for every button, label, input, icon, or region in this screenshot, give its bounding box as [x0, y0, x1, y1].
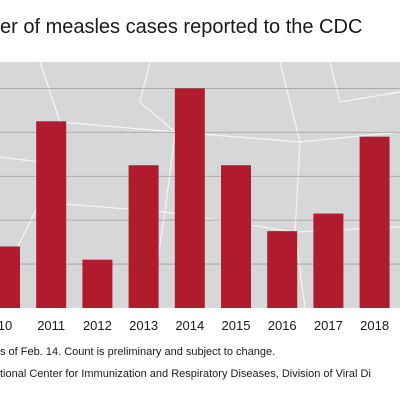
x-tick-label: 2018	[360, 318, 389, 333]
x-tick-label: 2017	[314, 318, 343, 333]
x-tick-label: 2015	[222, 318, 251, 333]
chart-title: er of measles cases reported to the CDC	[0, 16, 363, 38]
map-border-line	[329, 62, 400, 103]
bar-2015	[221, 165, 251, 308]
bar-2016	[267, 231, 298, 308]
bar-2013	[128, 165, 159, 308]
x-tick-label: 2016	[268, 318, 297, 333]
x-axis-labels: 10 2011 2012 2013 2014 2015 2016 2017 2018	[0, 318, 389, 333]
map-border-line	[59, 121, 400, 143]
x-tick-label: 2011	[37, 318, 65, 333]
bars	[0, 88, 390, 308]
bar-2017	[313, 213, 344, 308]
bar-2012	[82, 259, 113, 308]
bar-2018	[359, 136, 390, 308]
bar-10	[0, 246, 20, 308]
x-tick-label: 2012	[83, 318, 112, 333]
bar-chart: 10 2011 2012 2013 2014 2015 2016 2017 2018	[0, 62, 400, 333]
bar-2014	[174, 88, 205, 308]
x-tick-label: 10	[0, 318, 12, 333]
footnote-preliminary: s of Feb. 14. Count is preliminary and s…	[0, 346, 276, 358]
map-border-line	[0, 156, 41, 163]
map-border-line	[279, 62, 306, 309]
bar-2011	[36, 121, 67, 308]
x-tick-label: 2013	[129, 318, 158, 333]
x-tick-label: 2014	[175, 318, 204, 333]
footnote-source: tional Center for Immunization and Respi…	[0, 368, 371, 380]
